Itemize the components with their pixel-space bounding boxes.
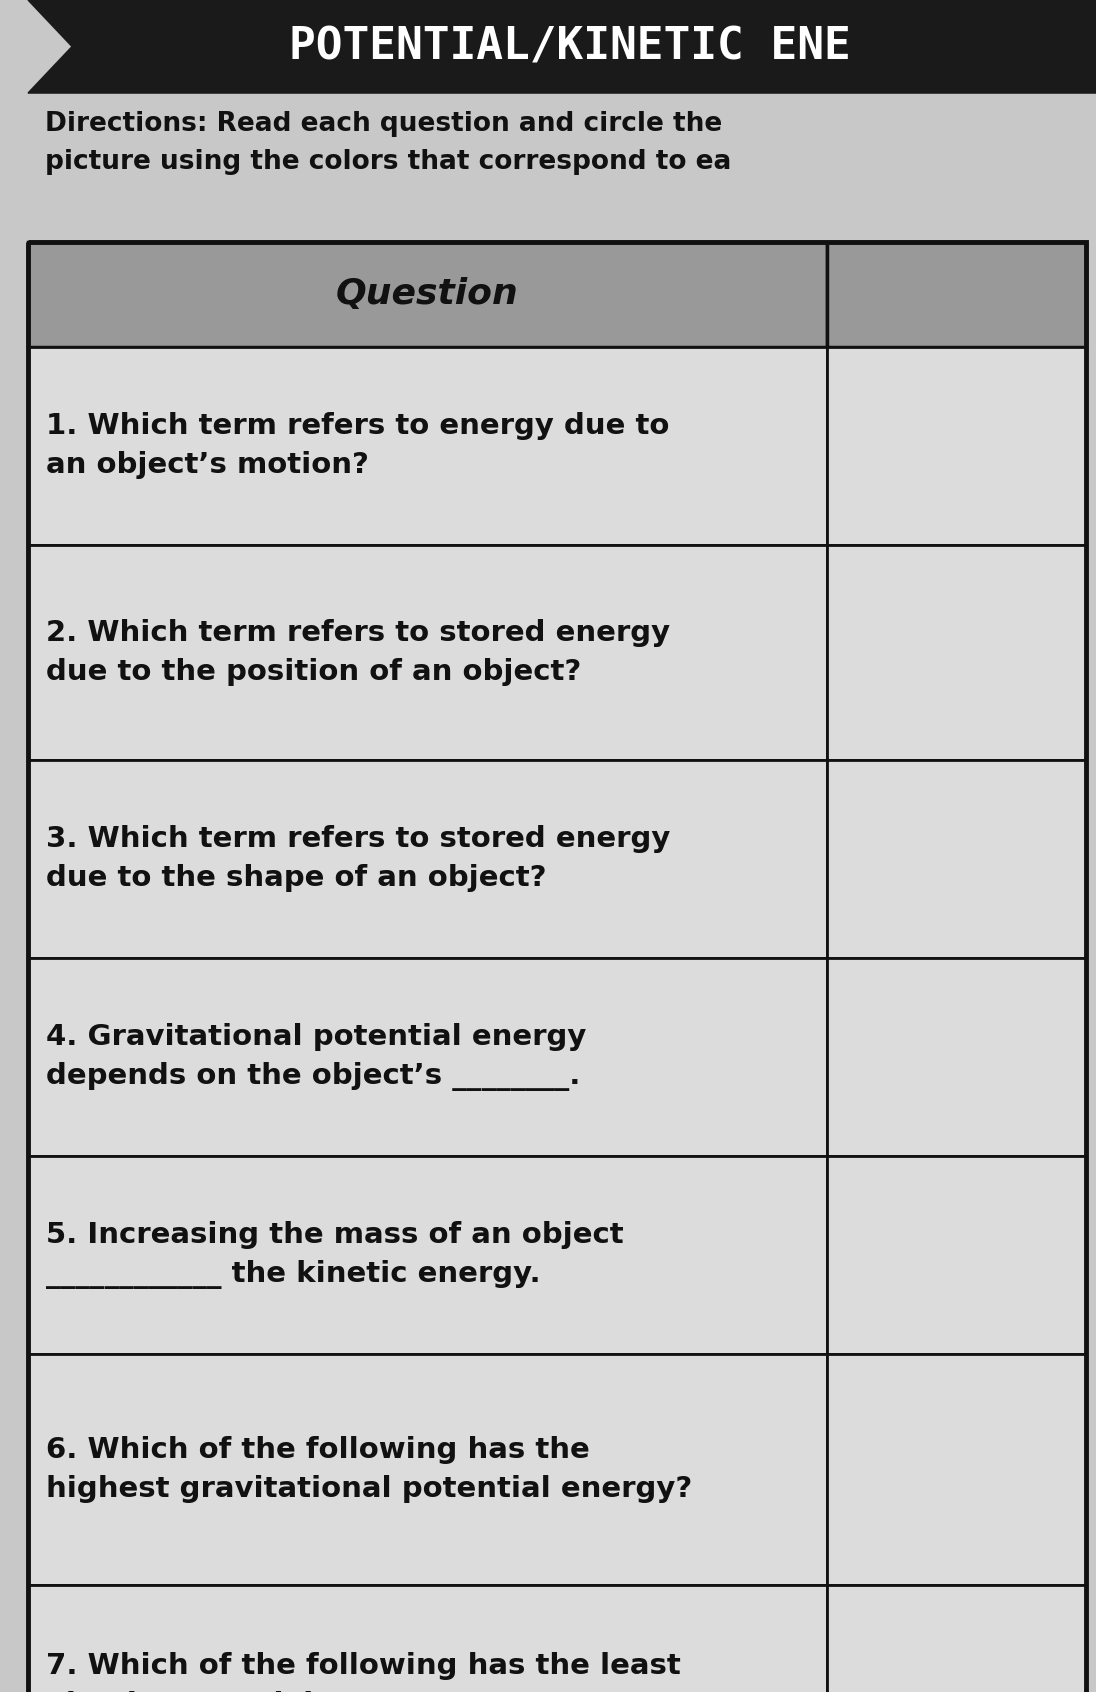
Bar [28, 958, 826, 1156]
Polygon shape [28, 0, 1096, 93]
Bar [28, 1585, 826, 1692]
Text: Question: Question [336, 277, 518, 311]
Bar [826, 347, 1086, 545]
Text: 2. Which term refers to stored energy
due to the position of an object?: 2. Which term refers to stored energy du… [46, 619, 670, 685]
Bar [826, 1354, 1086, 1585]
Text: 3. Which term refers to stored energy
due to the shape of an object?: 3. Which term refers to stored energy du… [46, 826, 671, 892]
Bar [826, 1156, 1086, 1354]
Text: picture using the colors that correspond to ea: picture using the colors that correspond… [45, 149, 731, 174]
Text: 4. Gravitational potential energy
depends on the object’s ________.: 4. Gravitational potential energy depend… [46, 1022, 586, 1091]
Bar [28, 545, 826, 760]
Bar [826, 1585, 1086, 1692]
Text: 6. Which of the following has the
highest gravitational potential energy?: 6. Which of the following has the highes… [46, 1437, 693, 1502]
Bar [28, 242, 826, 347]
Text: 1. Which term refers to energy due to
an object’s motion?: 1. Which term refers to energy due to an… [46, 413, 670, 479]
Bar [28, 760, 826, 958]
Bar [826, 958, 1086, 1156]
Bar [826, 242, 1086, 347]
Bar [28, 347, 826, 545]
Text: Directions: Read each question and circle the: Directions: Read each question and circl… [45, 112, 722, 137]
Bar [28, 1156, 826, 1354]
Text: 5. Increasing the mass of an object
____________ the kinetic energy.: 5. Increasing the mass of an object ____… [46, 1220, 624, 1289]
Bar [28, 1354, 826, 1585]
Text: POTENTIAL/KINETIC ENE: POTENTIAL/KINETIC ENE [289, 25, 850, 68]
Bar [826, 545, 1086, 760]
Bar [826, 760, 1086, 958]
Text: 7. Which of the following has the least
elastic potential energy?: 7. Which of the following has the least … [46, 1651, 681, 1692]
